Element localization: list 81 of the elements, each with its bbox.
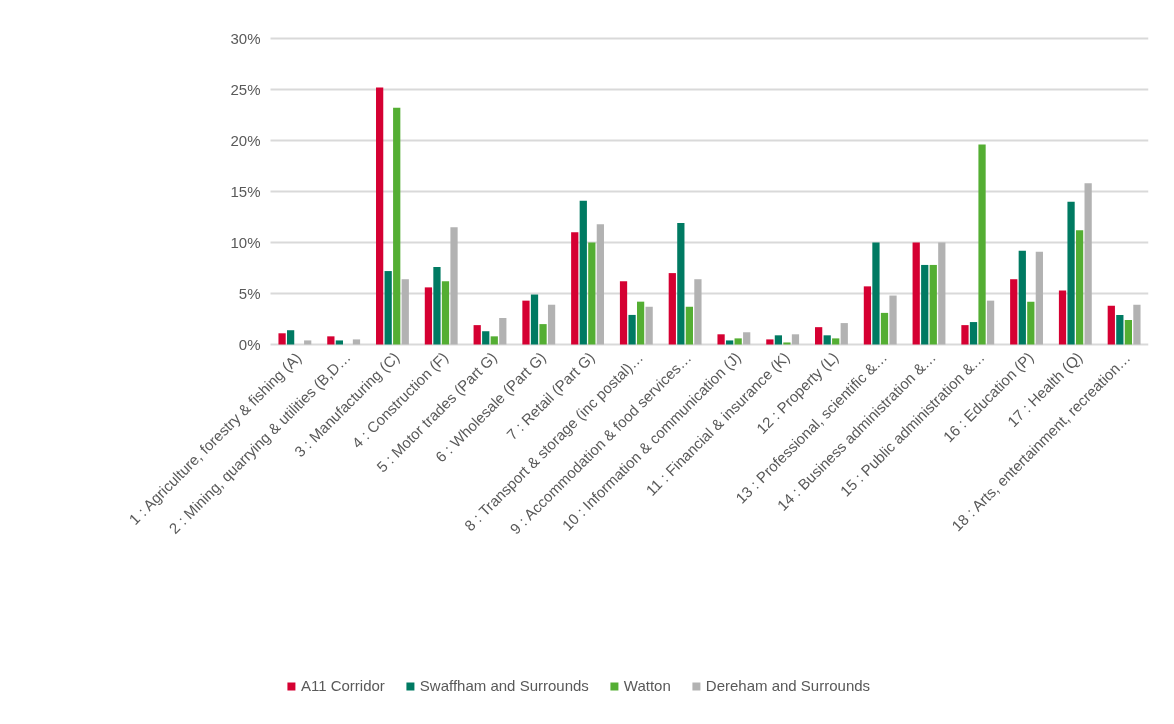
bar [668, 273, 676, 345]
bar [645, 306, 653, 345]
bar [880, 312, 889, 345]
bar [473, 325, 481, 345]
bar [1018, 250, 1026, 345]
bar [783, 342, 791, 345]
bar [1133, 304, 1141, 345]
bar [1124, 320, 1133, 345]
bar [499, 317, 507, 345]
legend-label: Watton [623, 677, 671, 694]
bar [872, 242, 880, 345]
bar [327, 336, 335, 345]
bar [619, 281, 628, 345]
bar [725, 340, 734, 345]
bar [734, 338, 742, 345]
bar [978, 144, 986, 345]
bar [522, 300, 530, 345]
legend-label: A11 Corridor [300, 677, 385, 694]
bar [433, 266, 441, 345]
bar [938, 242, 946, 345]
bar [961, 325, 969, 345]
legend-label: Dereham and Surrounds [705, 677, 871, 694]
bar [530, 294, 539, 345]
bar [1035, 251, 1043, 345]
bar [286, 330, 295, 345]
bar [384, 271, 392, 345]
bar [376, 87, 384, 345]
bar [571, 232, 579, 345]
bar [921, 264, 929, 345]
bar [840, 323, 848, 345]
bar [929, 264, 937, 345]
bar [441, 281, 450, 345]
bar [677, 223, 685, 345]
bar [1067, 201, 1075, 345]
bar [278, 333, 286, 345]
bar [393, 107, 401, 345]
bar [743, 332, 751, 345]
bar [424, 287, 433, 345]
bar [912, 242, 920, 345]
y-tick-label: 10% [230, 234, 261, 251]
bar [1107, 305, 1115, 345]
bar [823, 335, 831, 345]
bar [717, 334, 725, 345]
bar [547, 304, 556, 345]
bar [1027, 301, 1035, 345]
bar [863, 286, 872, 345]
y-tick-label: 15% [230, 183, 261, 200]
bar [889, 295, 897, 345]
bar [986, 300, 995, 345]
bar [588, 242, 596, 345]
bar [1084, 183, 1092, 345]
bar [791, 334, 800, 345]
bar [335, 340, 344, 345]
bar [1075, 230, 1084, 345]
bar [304, 340, 312, 345]
y-tick-label: 0% [238, 336, 261, 353]
bar [1058, 290, 1067, 345]
bar [490, 336, 498, 345]
bar [596, 224, 604, 345]
bar [694, 279, 702, 345]
bar [401, 279, 409, 345]
bar [1010, 279, 1018, 345]
bar [832, 338, 840, 345]
bar [579, 200, 587, 345]
bar [539, 324, 547, 345]
bar [482, 331, 490, 345]
bar [636, 301, 645, 345]
bar [969, 322, 978, 345]
bar [1116, 314, 1124, 345]
y-tick-label: 5% [238, 285, 261, 302]
bar [766, 339, 774, 345]
bar [815, 327, 823, 345]
legend-label: Swaffham and Surrounds [419, 677, 589, 694]
bar [352, 339, 361, 345]
y-tick-label: 20% [230, 132, 261, 149]
y-tick-label: 30% [230, 30, 261, 47]
bar [628, 314, 636, 345]
bar [774, 335, 783, 345]
bar [685, 306, 694, 345]
bar [450, 227, 458, 345]
y-tick-label: 25% [230, 81, 261, 98]
